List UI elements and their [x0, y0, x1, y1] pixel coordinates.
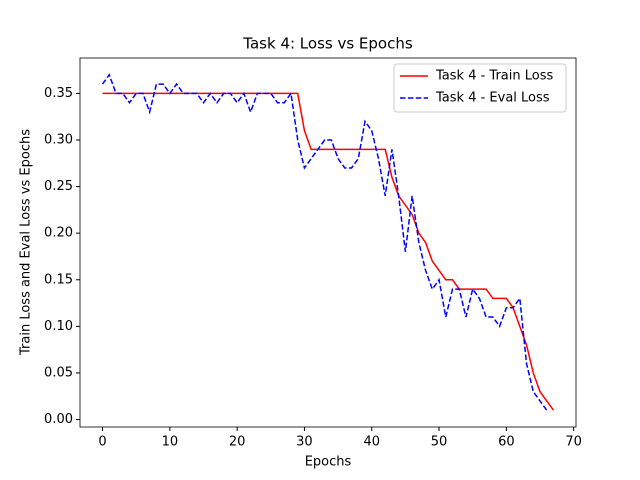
x-tick-label: 60: [498, 435, 515, 450]
x-tick-label: 10: [162, 435, 179, 450]
y-tick-label: 0.20: [44, 226, 73, 241]
y-axis-label: Train Loss and Eval Loss vs Epochs: [19, 129, 34, 356]
x-tick-label: 20: [229, 435, 246, 450]
x-tick-label: 50: [431, 435, 448, 450]
y-tick-label: 0.30: [44, 133, 73, 148]
y-tick-label: 0.10: [44, 319, 73, 334]
chart-title: Task 4: Loss vs Epochs: [242, 35, 413, 53]
legend-label: Task 4 - Train Loss: [435, 69, 553, 84]
x-tick-label: 30: [296, 435, 313, 450]
x-tick-label: 0: [98, 435, 106, 450]
y-tick-label: 0.15: [44, 272, 73, 287]
series-line: [102, 92, 555, 411]
series-line: [101, 73, 548, 411]
legend-label: Task 4 - Eval Loss: [435, 91, 550, 106]
y-tick-label: 0.00: [44, 412, 73, 427]
x-tick-label: 70: [565, 435, 582, 450]
x-axis-label: Epochs: [305, 455, 352, 470]
legend-box: [393, 63, 567, 113]
y-tick-label: 0.05: [44, 365, 73, 380]
y-tick-label: 0.35: [44, 86, 73, 101]
y-tick-label: 0.25: [44, 179, 73, 194]
axes-frame: [79, 57, 577, 428]
x-tick-label: 40: [363, 435, 380, 450]
